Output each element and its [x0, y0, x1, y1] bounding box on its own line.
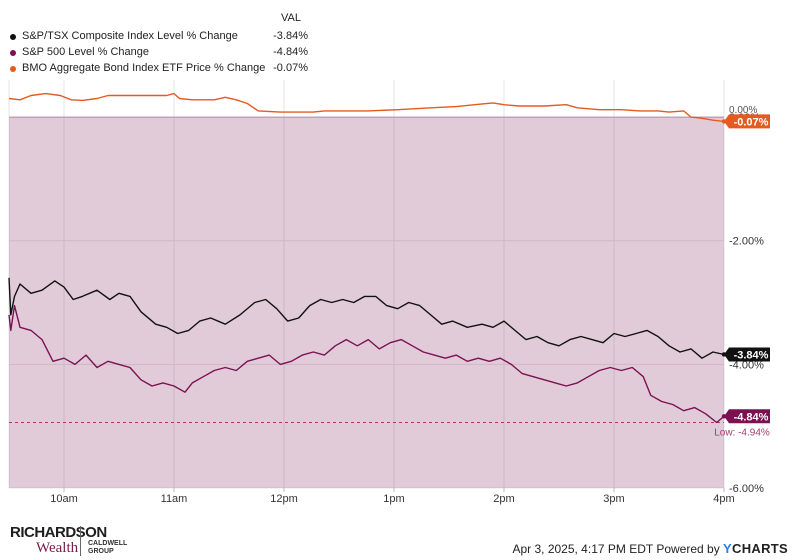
legend-item-tsx[interactable]: S&P/TSX Composite Index Level % Change -… — [8, 29, 308, 45]
series-line-0 — [8, 277, 725, 359]
series-line-2 — [8, 92, 725, 123]
end-value-label: -0.07% — [734, 116, 769, 128]
logo-wordmark: RICHARDSON — [10, 524, 107, 541]
timestamp-text: Apr 3, 2025, 4:17 PM EDT Powered by — [512, 542, 720, 556]
legend-item-sp500[interactable]: S&P 500 Level % Change -4.84% — [8, 45, 308, 61]
line-chart[interactable]: Low: -4.94% 10am 11am 12pm 1pm 2pm 3pm 4pm 0.00%… — [0, 0, 800, 512]
x-tick-label: 10am — [50, 493, 78, 505]
partner-line-1: CALDWELL — [88, 540, 128, 547]
legend-label: BMO Aggregate Bond Index ETF Price % Cha… — [22, 62, 266, 74]
legend-label: S&P 500 Level % Change — [22, 46, 149, 58]
x-tick-label: 4pm — [713, 493, 734, 505]
partner-line-2: GROUP — [88, 548, 114, 555]
logo-divider — [80, 526, 81, 556]
x-tick-label: 12pm — [270, 493, 298, 505]
x-tick-label: 2pm — [493, 493, 514, 505]
y-tick-label: -2.00% — [729, 236, 764, 248]
footer: RICHARDSON Wealth CALDWELL GROUP Apr 3, … — [0, 512, 800, 560]
logo-subtitle: Wealth — [36, 540, 79, 556]
legend-dot-icon — [10, 50, 16, 56]
end-value-badge — [724, 114, 770, 129]
ycharts-logo-y: Y — [723, 541, 733, 556]
richardson-wealth-logo[interactable]: RICHARDSON Wealth — [10, 525, 107, 556]
timestamp-attribution: Apr 3, 2025, 4:17 PM EDT Powered by YCHA… — [512, 541, 788, 556]
series-line-1 — [8, 304, 725, 424]
ycharts-logo-rest: CHARTS — [732, 541, 788, 556]
legend-value: -0.07% — [273, 62, 308, 74]
ycharts-logo[interactable]: YCHARTS — [723, 541, 788, 556]
y-tick-label: 0.00% — [729, 105, 757, 116]
negative-area-shading — [9, 117, 724, 488]
end-value-badge — [724, 409, 770, 424]
x-tick-label: 3pm — [603, 493, 624, 505]
legend-item-bond-etf[interactable]: BMO Aggregate Bond Index ETF Price % Cha… — [8, 61, 308, 77]
legend-dot-icon — [10, 66, 16, 72]
legend-value: -4.84% — [273, 46, 308, 58]
y-tick-label: -6.00% — [729, 483, 764, 495]
end-value-label: -3.84% — [734, 349, 769, 361]
end-value-badge — [724, 347, 770, 362]
caldwell-group-logo: CALDWELL GROUP — [88, 540, 127, 556]
x-tick-label: 1pm — [383, 493, 404, 505]
legend-dot-icon — [10, 34, 16, 40]
low-marker-label: Low: -4.94% — [714, 427, 770, 438]
legend-value: -3.84% — [273, 30, 308, 42]
end-value-label: -4.84% — [734, 411, 769, 423]
x-tick-label: 11am — [161, 493, 188, 505]
legend-value-header: VAL — [281, 12, 301, 24]
legend-label: S&P/TSX Composite Index Level % Change — [22, 30, 238, 42]
y-tick-label: -4.00% — [729, 359, 764, 371]
